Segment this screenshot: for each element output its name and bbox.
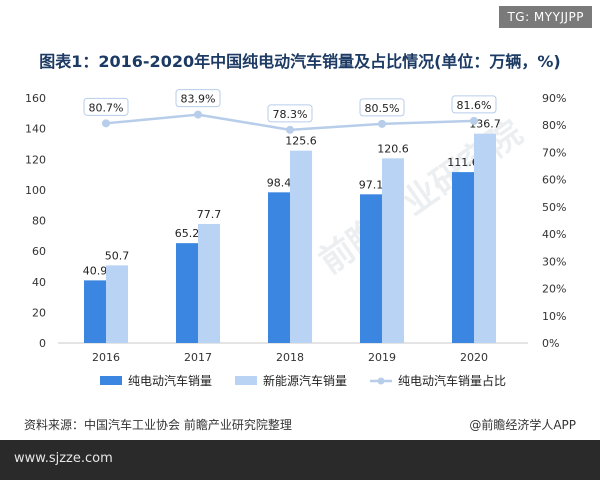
chart: 0 20 40 60 80 100 120 140 160 0% 10% 20% 30% 40% 50% 60… — [0, 78, 600, 418]
x-tick-label: 2017 — [184, 351, 212, 364]
y-right-tick-label: 80% — [542, 119, 566, 132]
y-left-tick-label: 80 — [32, 215, 46, 228]
bar-pure-ev — [84, 280, 106, 343]
share-label-box — [451, 95, 497, 114]
share-point — [102, 119, 110, 128]
share-label: 83.9% — [181, 93, 216, 106]
y-left-tick-label: 120 — [25, 153, 46, 166]
y-right-tick-label: 70% — [542, 146, 566, 159]
share-point — [470, 116, 478, 125]
share-point — [194, 110, 202, 119]
share-label-box — [83, 97, 129, 116]
y-left-tick-label: 140 — [25, 123, 46, 136]
legend-swatch — [235, 376, 257, 385]
legend-swatch-dot — [377, 377, 385, 385]
share-point — [286, 125, 294, 134]
bar-nev-label: 77.7 — [197, 208, 222, 221]
brand-note: @前瞻经济学人APP — [469, 418, 576, 432]
footer-bar: www.sjzze.com — [0, 440, 600, 480]
y-right-tick-label: 30% — [542, 255, 566, 268]
y-left-tick-label: 100 — [25, 184, 46, 197]
bar-pure-ev — [176, 243, 198, 343]
y-left-tick-label: 60 — [32, 245, 46, 258]
x-tick-label: 2020 — [460, 351, 488, 364]
bar-pure-ev — [452, 172, 474, 343]
x-tick-label: 2016 — [92, 351, 120, 364]
share-label-box — [175, 89, 221, 108]
share-label-box — [267, 104, 313, 123]
bar-pure-ev-label: 98.4 — [267, 176, 292, 189]
legend-label: 纯电动汽车销量占比 — [398, 373, 506, 388]
legend-label: 新能源汽车销量 — [263, 373, 347, 388]
chart-svg: 0 20 40 60 80 100 120 140 160 0% 10% 20% 30% 40% 50% 60… — [25, 89, 566, 388]
bar-pure-ev — [360, 194, 382, 343]
y-right-tick-label: 50% — [542, 201, 566, 214]
bar-pure-ev-label: 65.2 — [175, 227, 200, 240]
chart-title: 图表1：2016-2020年中国纯电动汽车销量及占比情况(单位：万辆，%) — [39, 52, 561, 71]
y-right-tick-label: 20% — [542, 283, 566, 296]
x-tick-label: 2018 — [276, 351, 304, 364]
legend-swatch — [100, 376, 122, 385]
footer-url-link[interactable]: www.sjzze.com — [14, 451, 113, 466]
y-left-tick-label: 0 — [39, 337, 46, 350]
bar-nev — [290, 150, 312, 343]
bar-nev — [474, 133, 496, 343]
bar-pure-ev — [268, 192, 290, 343]
y-right-tick-label: 10% — [542, 310, 566, 323]
share-point — [378, 119, 386, 128]
share-label: 80.5% — [365, 102, 400, 115]
bar-nev-label: 120.6 — [377, 142, 409, 155]
bar-pure-ev-label: 111.6 — [447, 156, 479, 169]
bar-nev — [382, 158, 404, 343]
share-label-box — [359, 98, 405, 117]
bar-pure-ev-label: 97.1 — [359, 178, 384, 191]
y-right-tick-label: 0% — [542, 337, 559, 350]
y-right-tick-label: 40% — [542, 228, 566, 241]
y-left-tick-label: 160 — [25, 92, 46, 105]
source-note: 资料来源：中国汽车工业协会 前瞻产业研究院整理 — [24, 418, 292, 432]
share-label: 81.6% — [457, 99, 492, 112]
bar-pure-ev-label: 40.9 — [83, 264, 108, 277]
y-left-tick-label: 40 — [32, 276, 46, 289]
bar-nev-label: 125.6 — [285, 135, 317, 148]
share-label: 78.3% — [273, 108, 308, 121]
legend-label: 纯电动汽车销量 — [128, 373, 212, 388]
tg-badge: TG: MYYJJPP — [499, 6, 592, 28]
y-right-tick-label: 90% — [542, 92, 566, 105]
x-tick-label: 2019 — [368, 351, 396, 364]
bar-nev-label: 50.7 — [105, 249, 130, 262]
y-left-tick-label: 20 — [32, 306, 46, 319]
bar-nev — [198, 224, 220, 343]
y-right-tick-label: 60% — [542, 174, 566, 187]
share-label: 80.7% — [89, 101, 124, 114]
bar-nev — [106, 265, 128, 343]
